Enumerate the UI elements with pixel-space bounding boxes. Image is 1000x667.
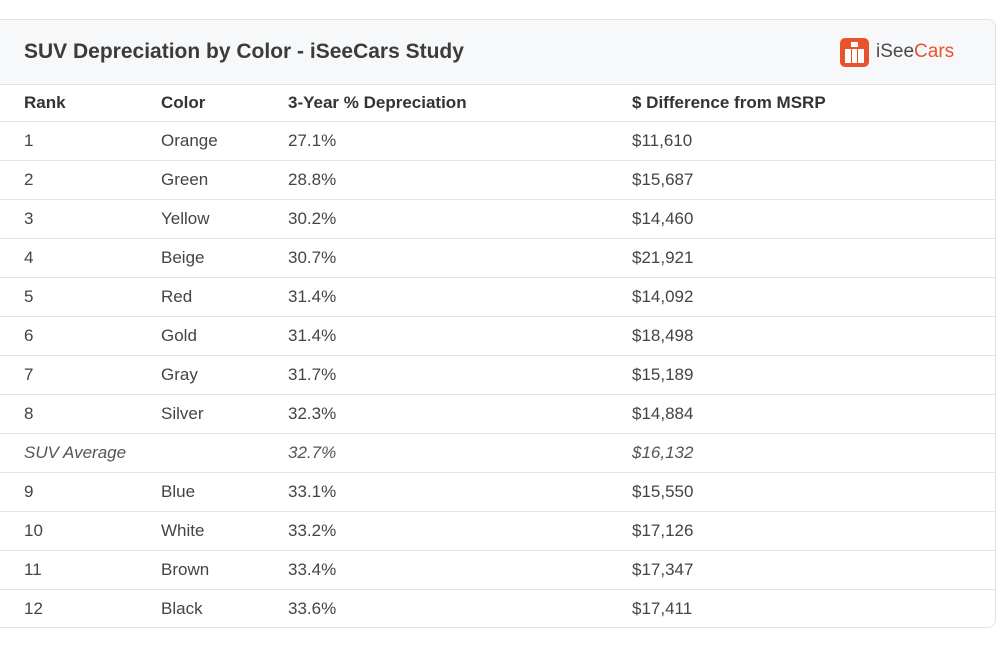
table-row: 11 Brown 33.4% $17,347 — [0, 550, 995, 590]
cell-difference: $17,347 — [608, 550, 995, 590]
cell-rank: 9 — [0, 472, 137, 512]
cell-depreciation: 33.4% — [264, 550, 608, 590]
cell-rank: 8 — [0, 394, 137, 434]
table-row: 12 Black 33.6% $17,411 — [0, 590, 995, 628]
cell-rank: 4 — [0, 238, 137, 278]
cell-depreciation: 33.6% — [288, 599, 337, 618]
cell-color: Blue — [137, 472, 264, 512]
cell-difference: $18,498 — [608, 316, 995, 356]
column-header-color: Color — [137, 85, 264, 122]
cell-difference: $15,550 — [608, 472, 995, 512]
cell-difference: $14,884 — [608, 394, 995, 434]
cell-difference: $17,411 — [632, 599, 693, 618]
table-row-average: SUV Average 32.7% $16,132 — [0, 433, 995, 473]
cell-color: White — [137, 511, 264, 551]
table-row: 6 Gold 31.4% $18,498 — [0, 316, 995, 356]
table-header-row: Rank Color 3-Year % Depreciation $ Diffe… — [0, 85, 995, 122]
cell-depreciation: 32.3% — [264, 394, 608, 434]
cell-color: Gold — [137, 316, 264, 356]
cell-rank: 3 — [0, 199, 137, 239]
cell-color: Beige — [137, 238, 264, 278]
cell-difference: $14,092 — [608, 277, 995, 317]
cell-difference: $15,687 — [608, 160, 995, 200]
cell-depreciation: 31.4% — [264, 277, 608, 317]
cell-color: Red — [137, 277, 264, 317]
brand-name-suffix: Cars — [914, 41, 955, 62]
cell-difference: $14,460 — [608, 199, 995, 239]
cell-rank: 2 — [0, 160, 137, 200]
cell-depreciation: 30.7% — [264, 238, 608, 278]
cell-difference: $17,126 — [608, 511, 995, 551]
cell-depreciation: 33.2% — [264, 511, 608, 551]
cell-color: Silver — [137, 394, 264, 434]
card-header: SUV Depreciation by Color - iSeeCars Stu… — [0, 20, 995, 85]
cell-rank: 12 — [24, 599, 43, 618]
cell-rank: 6 — [0, 316, 137, 356]
table-row: 10 White 33.2% $17,126 — [0, 511, 995, 551]
cell-difference: $11,610 — [608, 121, 995, 161]
iseecars-logo-icon — [840, 37, 869, 67]
table-row: 2 Green 28.8% $15,687 — [0, 160, 995, 200]
cell-rank: 1 — [0, 121, 137, 161]
cell-color: Black — [161, 599, 203, 618]
cell-rank: 7 — [0, 355, 137, 395]
brand-name: iSeeCars — [876, 37, 954, 67]
depreciation-table-card: SUV Depreciation by Color - iSeeCars Stu… — [0, 19, 996, 628]
cell-rank: 5 — [0, 277, 137, 317]
table-row: 3 Yellow 30.2% $14,460 — [0, 199, 995, 239]
column-header-difference: $ Difference from MSRP — [608, 85, 995, 122]
cell-difference: $16,132 — [608, 433, 995, 473]
table-row: 1 Orange 27.1% $11,610 — [0, 121, 995, 161]
cell-difference: $21,921 — [608, 238, 995, 278]
page-title: SUV Depreciation by Color - iSeeCars Stu… — [24, 40, 464, 63]
table-row: 5 Red 31.4% $14,092 — [0, 277, 995, 317]
depreciation-table: Rank Color 3-Year % Depreciation $ Diffe… — [0, 85, 995, 628]
cell-difference: $15,189 — [608, 355, 995, 395]
table-row: 9 Blue 33.1% $15,550 — [0, 472, 995, 512]
cell-color: Gray — [137, 355, 264, 395]
cell-color: Orange — [137, 121, 264, 161]
cell-color: Yellow — [137, 199, 264, 239]
cell-rank: 11 — [0, 550, 137, 590]
cell-depreciation: 27.1% — [264, 121, 608, 161]
cell-color: Brown — [137, 550, 264, 590]
cell-depreciation: 31.7% — [264, 355, 608, 395]
cell-depreciation: 28.8% — [264, 160, 608, 200]
cell-depreciation: 32.7% — [264, 433, 608, 473]
table-row: 7 Gray 31.7% $15,189 — [0, 355, 995, 395]
column-header-rank: Rank — [0, 85, 137, 122]
table-row: 4 Beige 30.7% $21,921 — [0, 238, 995, 278]
table-row: 8 Silver 32.3% $14,884 — [0, 394, 995, 434]
brand-logo[interactable]: iSeeCars — [840, 37, 954, 67]
column-header-depreciation: 3-Year % Depreciation — [264, 85, 608, 122]
cell-color: Green — [137, 160, 264, 200]
cell-depreciation: 33.1% — [264, 472, 608, 512]
cell-depreciation: 31.4% — [264, 316, 608, 356]
cell-average-label: SUV Average — [0, 433, 264, 473]
cell-rank: 10 — [0, 511, 137, 551]
cell-depreciation: 30.2% — [264, 199, 608, 239]
brand-name-prefix: iSee — [876, 41, 915, 62]
